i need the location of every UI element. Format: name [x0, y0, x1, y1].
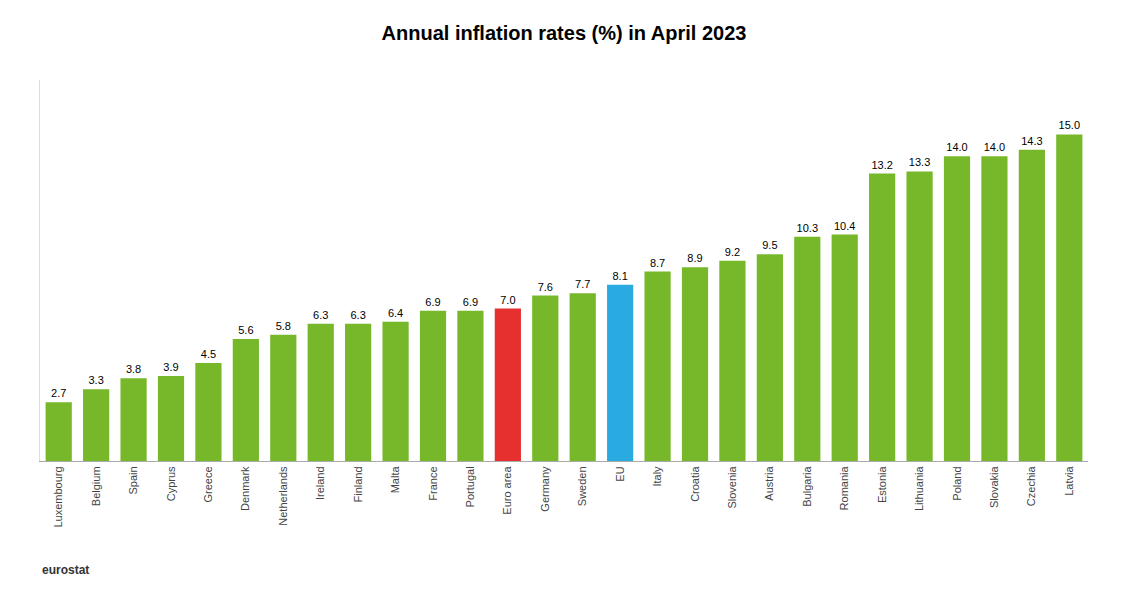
svg-text:Euro area: Euro area [501, 466, 513, 515]
svg-text:8.1: 8.1 [612, 270, 627, 282]
svg-text:5.8: 5.8 [276, 320, 291, 332]
svg-text:3.3: 3.3 [88, 374, 103, 386]
svg-text:14.3: 14.3 [1021, 135, 1042, 147]
svg-text:Czechia: Czechia [1025, 466, 1037, 507]
svg-text:8.9: 8.9 [687, 252, 702, 264]
svg-text:Lithuania: Lithuania [913, 466, 925, 512]
svg-text:Ireland: Ireland [314, 466, 326, 500]
svg-text:France: France [427, 466, 439, 500]
svg-text:Austria: Austria [763, 466, 775, 501]
svg-text:Estonia: Estonia [876, 466, 888, 504]
svg-text:7.6: 7.6 [538, 281, 553, 293]
svg-text:Sweden: Sweden [576, 466, 588, 506]
svg-text:10.3: 10.3 [797, 222, 818, 234]
svg-text:14.0: 14.0 [984, 141, 1005, 153]
svg-text:5.6: 5.6 [238, 324, 253, 336]
svg-text:Germany: Germany [539, 466, 551, 512]
svg-text:eurostat: eurostat [42, 563, 89, 577]
svg-text:Poland: Poland [951, 466, 963, 500]
svg-text:Italy: Italy [651, 466, 663, 487]
svg-text:Greece: Greece [202, 466, 214, 502]
svg-text:4.5: 4.5 [201, 348, 216, 360]
svg-text:Annual inflation rates (%) in: Annual inflation rates (%) in April 2023 [382, 22, 747, 44]
svg-text:Denmark: Denmark [239, 466, 251, 511]
svg-text:2.7: 2.7 [51, 387, 66, 399]
svg-text:13.2: 13.2 [871, 159, 892, 171]
svg-text:7.7: 7.7 [575, 278, 590, 290]
svg-text:3.8: 3.8 [126, 363, 141, 375]
svg-text:7.0: 7.0 [500, 294, 515, 306]
svg-text:6.9: 6.9 [425, 296, 440, 308]
svg-text:9.2: 9.2 [725, 246, 740, 258]
svg-text:Croatia: Croatia [689, 466, 701, 502]
svg-text:Slovenia: Slovenia [726, 466, 738, 509]
svg-text:Spain: Spain [127, 466, 139, 494]
svg-text:Malta: Malta [389, 466, 401, 494]
svg-text:6.4: 6.4 [388, 307, 403, 319]
svg-text:Slovakia: Slovakia [988, 466, 1000, 508]
svg-text:9.5: 9.5 [762, 239, 777, 251]
svg-text:Finland: Finland [352, 466, 364, 502]
svg-text:Luxembourg: Luxembourg [52, 466, 64, 527]
svg-text:8.7: 8.7 [650, 257, 665, 269]
svg-text:Latvia: Latvia [1063, 466, 1075, 496]
svg-text:Netherlands: Netherlands [277, 466, 289, 526]
svg-text:13.3: 13.3 [909, 156, 930, 168]
svg-text:Bulgaria: Bulgaria [801, 466, 813, 507]
svg-text:14.0: 14.0 [946, 141, 967, 153]
svg-text:15.0: 15.0 [1059, 119, 1080, 131]
svg-text:Romania: Romania [838, 466, 850, 511]
svg-text:Belgium: Belgium [90, 466, 102, 506]
svg-text:6.3: 6.3 [350, 309, 365, 321]
svg-text:10.4: 10.4 [834, 220, 855, 232]
svg-text:3.9: 3.9 [163, 361, 178, 373]
svg-text:6.3: 6.3 [313, 309, 328, 321]
svg-text:EU: EU [614, 466, 626, 481]
svg-text:Cyprus: Cyprus [165, 466, 177, 501]
svg-text:6.9: 6.9 [463, 296, 478, 308]
svg-text:Portugal: Portugal [464, 466, 476, 507]
